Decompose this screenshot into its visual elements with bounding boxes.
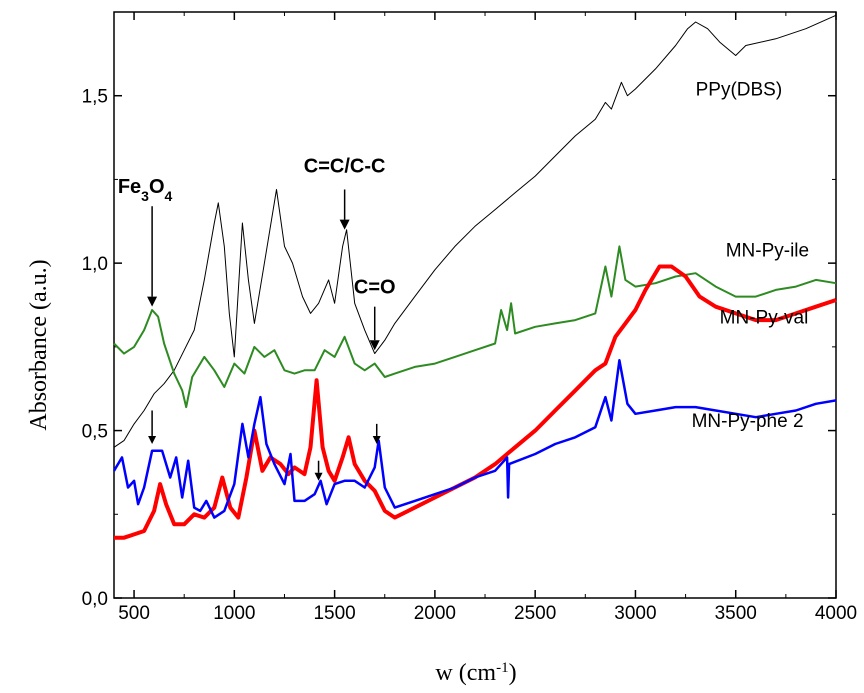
y-tick-label: 0,5 xyxy=(82,422,108,443)
x-axis-title-main: w (cm xyxy=(435,660,496,686)
small-arrow-head xyxy=(148,435,157,444)
x-tick-label: 3000 xyxy=(614,603,656,624)
x-tick-label: 500 xyxy=(118,603,150,624)
series-line-mn-py-val xyxy=(114,264,837,540)
x-tick-label: 3500 xyxy=(715,603,757,624)
annotations: Fe3O4 C=C/C-C C=O xyxy=(118,156,396,481)
x-tick-label: 2500 xyxy=(514,603,556,624)
small-arrow-head xyxy=(314,472,323,481)
annotation-label: C=C/C-C xyxy=(304,156,386,178)
series-label: PPy(DBS) xyxy=(696,80,783,101)
y-axis-title: Absorbance (a.u.) xyxy=(26,259,52,430)
series-labels: PPy(DBS) MN-Py-ile MN-Py-val MN-Py-phe 2 xyxy=(692,80,809,433)
x-tick-label: 4000 xyxy=(815,603,857,624)
y-tick-label: 1,5 xyxy=(82,87,108,108)
series-label: MN-Py-phe 2 xyxy=(692,411,804,432)
x-axis-title: w (cm-1) xyxy=(435,660,516,686)
x-tick-label: 2000 xyxy=(414,603,456,624)
x-axis-title-close: ) xyxy=(509,660,517,686)
x-axis-ticks: 500 1000 1500 2000 2500 3000 3500 4000 xyxy=(118,12,857,624)
plot-frame xyxy=(113,11,837,599)
series-line-mn-py-phe-2 xyxy=(112,359,837,519)
annotation-arrow-head xyxy=(147,296,158,307)
annotation-arrow-head xyxy=(369,340,380,351)
series-label: MN-Py-val xyxy=(720,307,809,328)
plot-area xyxy=(113,11,837,599)
x-axis-title-exponent: -1 xyxy=(496,660,509,676)
y-tick-label: 1,0 xyxy=(82,254,108,275)
x-tick-label: 1500 xyxy=(313,603,355,624)
annotation-label: Fe3O4 xyxy=(118,176,173,204)
series-label: MN-Py-ile xyxy=(726,240,809,261)
series-line-ppy-dbs xyxy=(113,14,837,448)
small-arrow-head xyxy=(372,435,381,444)
y-tick-label: 0,0 xyxy=(82,589,108,610)
y-axis-ticks: 0,0 0,5 1,0 1,5 xyxy=(82,87,836,610)
series-lines xyxy=(112,14,837,540)
annotation-arrow-head xyxy=(339,219,350,230)
series-line-mn-py-ile xyxy=(113,245,837,409)
annotation-label: C=O xyxy=(354,276,396,298)
x-tick-label: 1000 xyxy=(213,603,255,624)
